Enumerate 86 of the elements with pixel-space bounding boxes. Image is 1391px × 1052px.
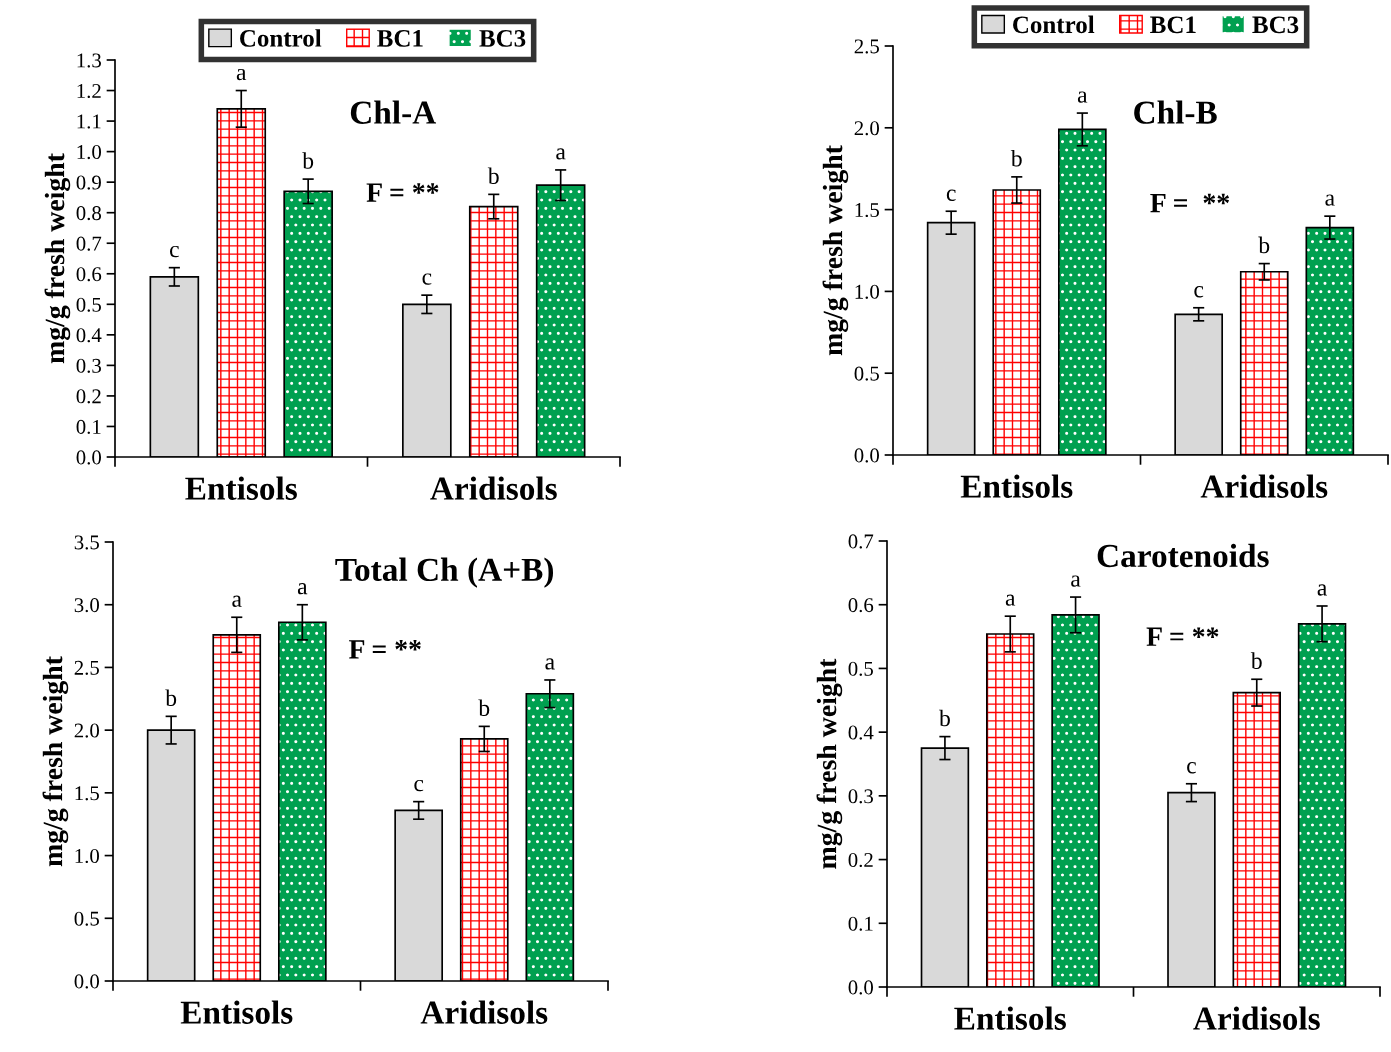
- x-tick-label: Entisols: [954, 1006, 1066, 1030]
- data-label: a: [556, 148, 566, 160]
- text: Chl-A: [350, 100, 437, 124]
- data-label: c: [170, 245, 179, 258]
- y-tick-label: 2.0: [854, 121, 880, 136]
- y-tick-label: 0.7: [76, 236, 102, 251]
- chart-title: Total Ch (A+B): [335, 557, 554, 588]
- y-tick-label: 0.3: [848, 789, 873, 804]
- y-tick-label: 0.5: [848, 661, 873, 676]
- legend-label: BC1: [1150, 16, 1196, 34]
- legend-label: BC3: [479, 30, 526, 47]
- data-label: a: [297, 583, 308, 595]
- x-tick-label: Aridisols: [430, 476, 557, 500]
- data-label: c: [1194, 286, 1204, 298]
- chart-title: Carotenoids: [1097, 543, 1269, 568]
- data-label: b: [1250, 652, 1262, 669]
- y-tick-label: 1.5: [855, 203, 879, 218]
- y-tick-label: 0.2: [848, 852, 873, 868]
- x-tick-label: Aridisols: [1193, 1006, 1320, 1030]
- y-tick-label: 0.3: [76, 358, 101, 373]
- legend-label: Control: [1013, 15, 1095, 34]
- data-label: a: [236, 68, 247, 81]
- y-tick-label: 0.2: [76, 389, 101, 404]
- y-tick-label: 1.1: [77, 114, 101, 129]
- y-tick-label: 0.5: [74, 911, 99, 926]
- y-tick-label: 0.0: [74, 974, 100, 989]
- legend-label: BC1: [377, 30, 423, 47]
- y-tick-label: 0.4: [848, 725, 874, 740]
- x-tick-label: Aridisols: [420, 1000, 548, 1024]
- y-tick-label: 0.6: [76, 267, 102, 282]
- data-label: c: [1187, 762, 1196, 774]
- y-tick-label: 0.1: [848, 916, 873, 931]
- y-tick-label: 2.0: [74, 723, 100, 738]
- y-tick-label: 0.7: [848, 534, 874, 549]
- y-tick-label: 1.0: [75, 848, 100, 864]
- y-tick-label: 1.0: [855, 284, 880, 299]
- data-label: b: [487, 167, 499, 185]
- y-tick-label: 0.1: [76, 419, 101, 434]
- y-tick-label: 0.0: [848, 980, 874, 995]
- data-label: c: [422, 273, 432, 285]
- annotation: F = **: [1150, 193, 1230, 213]
- y-tick-label: 2.5: [854, 39, 879, 54]
- data-label: c: [946, 189, 956, 201]
- y-tick-label: 0.5: [854, 366, 879, 381]
- data-label: c: [414, 779, 424, 792]
- data-label: a: [1077, 91, 1088, 103]
- y-axis-title: mg/g fresh weight: [42, 656, 69, 867]
- data-label: b: [1010, 149, 1022, 167]
- y-tick-label: 0.8: [76, 206, 102, 221]
- data-label: b: [165, 689, 177, 706]
- data-label: a: [1071, 575, 1081, 587]
- x-tick-label: Aridisols: [1200, 474, 1328, 498]
- y-tick-label: 0.4: [76, 328, 102, 343]
- legend-label: Control: [240, 29, 322, 47]
- y-tick-label: 1.2: [77, 83, 101, 99]
- y-axis-title: mg/g fresh weight: [822, 145, 849, 356]
- y-tick-label: 0.0: [854, 448, 880, 463]
- data-label: b: [302, 152, 314, 169]
- data-label: a: [232, 595, 242, 607]
- data-label: b: [478, 699, 490, 717]
- data-label: a: [1317, 584, 1327, 596]
- legend-label: BC3: [1252, 16, 1299, 34]
- y-tick-label: 0.5: [76, 297, 101, 312]
- data-label: b: [939, 709, 950, 727]
- annotation: F = **: [1146, 627, 1219, 646]
- y-axis-title: mg/g fresh weight: [44, 153, 71, 364]
- y-tick-label: 3.0: [74, 598, 100, 613]
- y-tick-label: 0.0: [76, 450, 102, 465]
- y-tick-label: 0.9: [76, 175, 101, 190]
- data-label: a: [1325, 194, 1335, 206]
- x-tick-label: Entisols: [960, 474, 1073, 498]
- data-label: a: [1005, 594, 1016, 606]
- text: Chl-B: [1134, 100, 1217, 124]
- data-label: a: [545, 658, 555, 670]
- data-label: b: [1258, 236, 1270, 254]
- y-tick-label: 1.3: [77, 53, 101, 68]
- annotation: F = **: [349, 640, 421, 659]
- y-axis-title: mg/g fresh weight: [816, 658, 843, 869]
- y-tick-label: 1.0: [77, 144, 102, 160]
- y-tick-label: 3.5: [74, 535, 99, 550]
- x-tick-label: Entisols: [185, 476, 297, 500]
- y-tick-label: 1.5: [75, 786, 99, 801]
- annotation: F = **: [366, 183, 439, 202]
- x-tick-label: Entisols: [180, 1000, 293, 1024]
- y-tick-label: 0.6: [848, 598, 874, 613]
- y-tick-label: 2.5: [74, 660, 99, 675]
